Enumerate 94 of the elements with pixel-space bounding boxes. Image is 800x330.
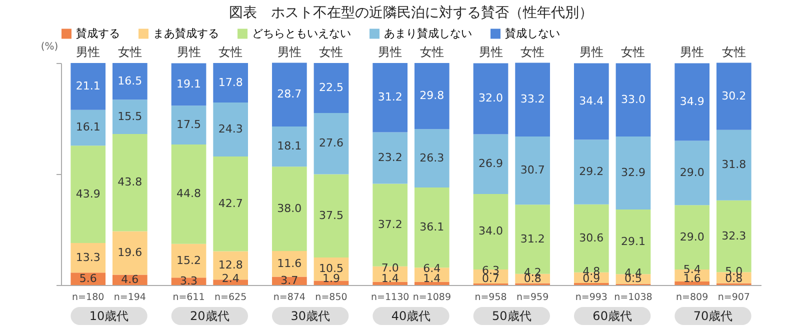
text: 60歳代: [592, 309, 632, 323]
legend-label: あまり賛成しない: [384, 26, 472, 40]
data-label: 3.7: [280, 274, 298, 287]
text: n=874: [273, 292, 306, 303]
data-label: 21.1: [76, 79, 100, 92]
data-label: 43.9: [76, 187, 100, 200]
x-tick-label: 男性: [76, 45, 100, 59]
text: 10歳代: [89, 309, 129, 323]
x-tick-label: 男性: [176, 45, 201, 59]
data-label: 36.1: [420, 220, 444, 234]
data-label: 30.2: [722, 89, 746, 102]
y-axis-title: (%): [40, 42, 58, 52]
data-label: 19.6: [118, 246, 142, 260]
text: n=194: [114, 292, 146, 303]
legend-label: 賛成する: [76, 26, 120, 40]
data-label: 3.3: [180, 274, 198, 288]
data-label: 15.2: [176, 254, 202, 267]
data-label: 17.5: [176, 118, 202, 132]
text: n=959: [516, 292, 549, 303]
data-label: 29.1: [620, 234, 646, 248]
x-tick-label: 女性: [218, 45, 243, 59]
data-label: 27.6: [318, 136, 344, 150]
data-label: 26.9: [478, 157, 504, 170]
data-label: 28.7: [277, 88, 302, 101]
data-label: 33.0: [620, 92, 646, 106]
data-label: 43.8: [118, 176, 142, 189]
x-tick-label: 女性: [420, 45, 444, 59]
data-label: 30.7: [520, 164, 545, 177]
x-tick-label: 女性: [118, 45, 142, 59]
data-label: 29.2: [579, 165, 604, 178]
text: 50歳代: [492, 309, 532, 323]
data-label: 17.8: [218, 76, 243, 89]
text: n=809: [676, 292, 708, 303]
x-tick-label: 女性: [722, 45, 746, 59]
text: n=958: [474, 292, 507, 303]
data-label: 4.6: [121, 272, 139, 286]
data-label: 16.5: [118, 74, 142, 88]
text: n=1038: [614, 292, 652, 303]
x-tick-label: 女性: [319, 45, 344, 59]
data-label: 31.2: [378, 90, 402, 104]
text: 40歳代: [391, 309, 431, 323]
text: 70歳代: [693, 309, 733, 323]
data-label: 5.6: [79, 272, 97, 285]
data-label: 29.0: [680, 166, 704, 179]
text: n=1130: [371, 292, 410, 303]
data-label: 18.1: [277, 140, 302, 153]
text: n=180: [72, 292, 104, 303]
x-tick-label: 男性: [579, 45, 604, 59]
data-label: 34.0: [478, 224, 504, 238]
x-tick-label: 男性: [478, 45, 503, 59]
text: n=625: [214, 292, 247, 303]
data-label: 34.4: [579, 94, 604, 108]
data-label: 42.7: [218, 196, 243, 210]
data-label: 13.3: [76, 250, 100, 264]
legend-label: 賛成しない: [505, 26, 560, 40]
legend-label: どちらともいえない: [252, 26, 351, 40]
data-label: 34.9: [680, 94, 704, 108]
data-label: 29.8: [420, 89, 444, 102]
x-tick-label: 女性: [621, 45, 646, 59]
data-label: 32.3: [722, 229, 746, 242]
legend-label: まあ賛成する: [153, 26, 219, 40]
data-label: 44.8: [176, 187, 202, 200]
x-tick-label: 女性: [520, 45, 545, 59]
data-label: 23.2: [378, 151, 402, 164]
chart-title: 図表 ホスト不在型の近隣民泊に対する賛否（性年代別）: [229, 5, 593, 21]
data-label: 11.6: [277, 256, 302, 270]
data-label: 29.0: [680, 230, 704, 244]
x-tick-label: 男性: [378, 45, 402, 59]
data-label: 19.1: [176, 77, 202, 90]
data-label: 31.8: [722, 158, 746, 172]
text: n=993: [575, 292, 608, 303]
data-label: 32.0: [478, 92, 504, 105]
data-label: 30.6: [579, 231, 604, 244]
text: n=850: [315, 292, 348, 303]
data-label: 32.9: [620, 166, 646, 179]
data-label: 24.3: [218, 122, 243, 136]
text: n=907: [718, 292, 750, 303]
data-label: 31.2: [520, 232, 545, 246]
text: 30歳代: [290, 309, 330, 323]
text: 20歳代: [190, 309, 230, 323]
data-label: 2.4: [222, 272, 240, 285]
data-label: 37.2: [378, 218, 402, 232]
data-label: 16.1: [76, 120, 100, 134]
x-tick-label: 男性: [680, 45, 704, 59]
data-label: 33.2: [520, 92, 545, 106]
data-label: 15.5: [118, 110, 142, 123]
x-tick-label: 男性: [277, 45, 302, 59]
data-label: 38.0: [277, 202, 302, 215]
text: n=611: [172, 292, 205, 303]
text: n=1089: [412, 292, 451, 303]
data-label: 12.8: [218, 258, 243, 272]
data-label: 22.5: [318, 80, 344, 94]
data-label: 26.3: [420, 151, 444, 164]
data-label: 37.5: [318, 208, 344, 222]
